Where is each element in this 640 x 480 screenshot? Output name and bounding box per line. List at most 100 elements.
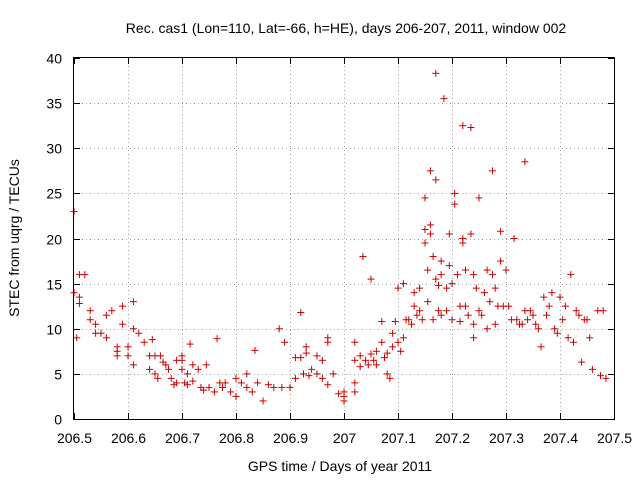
data-point xyxy=(583,316,591,324)
data-point xyxy=(416,307,424,315)
data-point xyxy=(564,334,572,342)
data-point xyxy=(483,266,491,274)
data-point xyxy=(372,361,380,369)
data-point xyxy=(119,320,127,328)
data-point xyxy=(129,361,137,369)
data-point xyxy=(86,316,94,324)
data-point xyxy=(437,257,445,265)
data-point xyxy=(183,381,191,389)
data-point xyxy=(543,311,550,319)
x-tick-label: 206.5 xyxy=(57,430,92,446)
data-point xyxy=(405,316,413,324)
data-point xyxy=(491,284,499,292)
scatter-points xyxy=(70,69,610,405)
data-point xyxy=(497,227,505,235)
data-point xyxy=(556,293,564,301)
data-point xyxy=(426,230,434,238)
data-point xyxy=(189,377,197,385)
data-point xyxy=(440,95,448,103)
data-point xyxy=(451,200,459,208)
x-tick-label: 207.3 xyxy=(489,430,524,446)
x-tick-label: 207 xyxy=(333,430,357,446)
data-point xyxy=(378,318,386,326)
data-point xyxy=(470,271,478,279)
data-point xyxy=(383,370,391,378)
data-point xyxy=(194,365,202,373)
data-point xyxy=(462,302,469,310)
data-point xyxy=(599,307,607,315)
data-point xyxy=(351,356,359,364)
data-point xyxy=(237,379,245,387)
data-point xyxy=(578,358,586,366)
x-tick-label: 207.1 xyxy=(381,430,416,446)
data-point xyxy=(205,383,213,391)
data-point xyxy=(313,370,321,378)
data-point xyxy=(97,329,105,337)
data-point xyxy=(200,386,208,394)
data-point xyxy=(435,307,442,315)
y-tick-label: 10 xyxy=(46,322,62,338)
data-point xyxy=(534,325,542,333)
data-point xyxy=(378,338,386,346)
data-point xyxy=(483,325,491,333)
data-point xyxy=(572,307,580,315)
data-point xyxy=(129,325,137,333)
data-point xyxy=(178,365,186,373)
data-point xyxy=(416,284,424,292)
y-tick-label: 0 xyxy=(54,412,62,428)
data-point xyxy=(186,340,194,348)
data-point xyxy=(148,336,156,344)
y-tick-label: 30 xyxy=(46,141,62,157)
data-point xyxy=(367,275,375,283)
data-point xyxy=(475,194,483,202)
data-point xyxy=(248,388,256,396)
data-point xyxy=(254,379,262,387)
axis-ticks xyxy=(74,58,615,420)
data-point xyxy=(445,262,453,270)
data-point xyxy=(251,346,259,354)
data-point xyxy=(586,334,594,342)
data-point xyxy=(359,253,367,261)
data-point xyxy=(86,307,94,315)
data-point xyxy=(408,320,415,328)
data-point xyxy=(318,374,326,382)
data-point xyxy=(521,158,529,166)
data-point xyxy=(470,334,478,342)
data-point xyxy=(548,289,556,297)
y-tick-label: 5 xyxy=(54,367,62,383)
data-point xyxy=(413,311,421,319)
x-tick-label: 206.9 xyxy=(273,430,308,446)
data-point xyxy=(410,302,418,310)
data-point xyxy=(151,370,159,378)
data-point xyxy=(470,320,478,328)
data-point xyxy=(329,370,337,378)
data-point xyxy=(270,383,278,391)
data-point xyxy=(432,176,440,184)
data-point xyxy=(219,383,226,391)
x-tick-labels: 206.5 206.6 206.7 206.8 206.9 207 207.1 207.2 20… xyxy=(57,430,632,446)
data-point xyxy=(537,343,545,351)
x-tick-label: 206.7 xyxy=(165,430,200,446)
data-point xyxy=(75,299,83,307)
data-point xyxy=(264,381,272,389)
data-point xyxy=(178,356,186,364)
data-point xyxy=(165,365,172,373)
data-point xyxy=(389,329,397,337)
data-point xyxy=(424,298,432,306)
data-point xyxy=(156,352,164,360)
y-tick-label: 20 xyxy=(46,232,62,248)
data-point xyxy=(467,230,475,238)
data-point xyxy=(445,230,453,238)
data-point xyxy=(540,293,548,301)
data-point xyxy=(518,320,526,328)
data-point xyxy=(124,352,132,360)
data-point xyxy=(478,311,486,319)
data-point xyxy=(108,307,116,315)
data-point xyxy=(119,302,127,310)
data-point xyxy=(559,316,567,324)
data-point xyxy=(154,374,162,382)
data-point xyxy=(243,370,251,378)
data-point xyxy=(451,189,459,197)
data-point xyxy=(140,338,148,346)
data-point xyxy=(391,318,399,326)
